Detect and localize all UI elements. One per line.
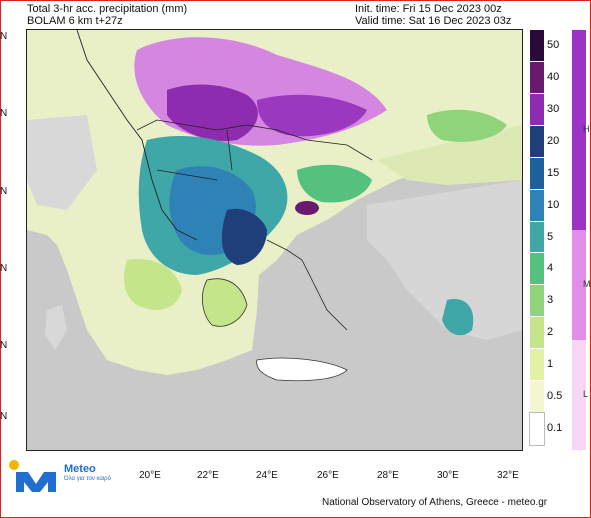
lon-tick: 26°E: [317, 470, 339, 481]
precip-lightgreen-west: [124, 259, 182, 310]
lat-tick: N: [0, 263, 8, 274]
turkey-land: [367, 180, 522, 340]
colorbar-label: 15: [547, 166, 560, 179]
logo-m-icon: [16, 472, 56, 492]
precip-dark-blue-core: [221, 208, 267, 265]
lat-tick: N: [0, 340, 8, 351]
valid-time: Valid time: Sat 16 Dec 2023 03z: [355, 15, 512, 27]
lon-tick: 20°E: [139, 470, 161, 481]
lon-tick: 22°E: [197, 470, 219, 481]
coastline-aegean: [266, 239, 348, 331]
meteo-logo: [9, 460, 56, 492]
colorbar-label: 3: [547, 294, 554, 307]
colorbar-label: 0.5: [547, 390, 563, 403]
italy-land: [27, 115, 97, 210]
colorbar-swatch: [530, 189, 544, 222]
map-canvas: [27, 30, 522, 450]
colorbar-swatch: [530, 317, 544, 350]
colorbar-label: 30: [547, 102, 560, 115]
precip-peak: [295, 201, 319, 215]
secondary-colorbar-swatch: [572, 230, 586, 340]
colorbar-swatch: [530, 221, 544, 254]
colorbar-swatch: [530, 30, 544, 62]
secondary-colorbar: [572, 30, 586, 450]
lat-tick: N: [0, 186, 8, 197]
peloponnese: [202, 278, 248, 327]
logo-sun-icon: [9, 460, 19, 470]
sicily-coast: [45, 305, 67, 350]
colorbar-swatch: [530, 157, 544, 190]
colorbar-swatch: [530, 125, 544, 158]
chart-title: Total 3-hr acc. precipitation (mm): [27, 3, 188, 15]
footer-credit: National Observatory of Athens, Greece -…: [322, 497, 548, 508]
secondary-colorbar-label: M: [583, 279, 591, 289]
colorbar-label: 2: [547, 326, 554, 339]
colorbar-label: 20: [547, 134, 560, 147]
precipitation-map: [26, 29, 523, 451]
lon-tick: 28°E: [377, 470, 399, 481]
lat-tick: N: [0, 108, 8, 119]
secondary-colorbar-label: H: [583, 124, 590, 134]
colorbar-swatch: [529, 412, 545, 446]
country-borders: [136, 119, 373, 181]
colorbar-swatch: [530, 61, 544, 94]
colorbar-label: 0.1: [547, 422, 563, 435]
precip-green-blacksea: [427, 109, 507, 142]
colorbar-label: 40: [547, 70, 560, 83]
model-label: BOLAM 6 km t+27z: [27, 15, 123, 27]
precip-teal-south: [442, 299, 474, 336]
colorbar-label: 50: [547, 38, 560, 51]
lon-tick: 30°E: [437, 470, 459, 481]
secondary-colorbar-swatch: [572, 30, 586, 230]
precip-colorbar: [529, 30, 545, 446]
colorbar-swatch: [530, 253, 544, 286]
logo-tagline: Όλα για τον καιρό: [64, 476, 111, 482]
colorbar-swatch: [530, 349, 544, 382]
lat-tick: N: [0, 31, 8, 42]
secondary-colorbar-label: L: [583, 389, 589, 399]
colorbar-label: 10: [547, 198, 560, 211]
colorbar-swatch: [530, 381, 544, 414]
logo-name: Meteo: [64, 463, 96, 475]
lat-tick: N: [0, 411, 8, 422]
colorbar-label: 1: [547, 358, 554, 371]
precip-violet-east: [257, 94, 367, 137]
black-sea-shore: [377, 125, 522, 185]
colorbar-label: 4: [547, 262, 554, 275]
coastline-adriatic: [76, 30, 198, 241]
colorbar-swatch: [530, 93, 544, 126]
secondary-colorbar-swatch: [572, 340, 586, 450]
crete-island: [256, 357, 348, 382]
lon-tick: 24°E: [256, 470, 278, 481]
init-time: Init. time: Fri 15 Dec 2023 00z: [355, 3, 502, 15]
lon-tick: 32°E: [497, 470, 519, 481]
colorbar-label: 5: [547, 230, 554, 243]
colorbar-swatch: [530, 285, 544, 318]
precip-green-east: [297, 164, 372, 203]
